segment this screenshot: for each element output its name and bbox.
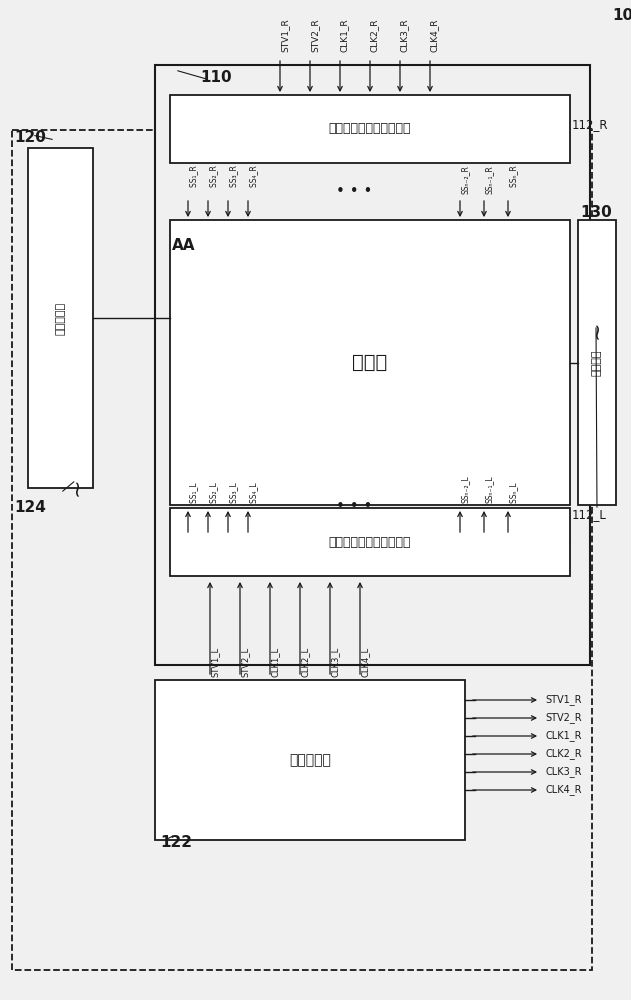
Text: 112_L: 112_L: [572, 508, 607, 521]
Text: STV2_R: STV2_R: [545, 713, 582, 723]
Text: SS₂​_R: SS₂​_R: [209, 165, 218, 187]
Text: STV1_L: STV1_L: [211, 647, 220, 677]
Text: 110: 110: [200, 70, 232, 85]
Text: SS₄​_R: SS₄​_R: [249, 165, 258, 187]
Text: CLK1_R: CLK1_R: [340, 18, 349, 52]
Text: 130: 130: [580, 205, 611, 220]
Text: ~: ~: [66, 478, 86, 496]
Text: CLK2_R: CLK2_R: [545, 749, 582, 759]
Text: SSₙ​_L: SSₙ​_L: [509, 482, 518, 503]
Text: 时序控制器: 时序控制器: [289, 753, 331, 767]
Text: SSₙ₋₂_L: SSₙ₋₂_L: [461, 475, 470, 503]
Text: ~: ~: [586, 321, 606, 339]
Text: 100: 100: [612, 8, 631, 23]
Bar: [12, 130, 592, 970]
Text: 122: 122: [160, 835, 192, 850]
Text: CLK3_L: CLK3_L: [331, 647, 340, 677]
Text: 124: 124: [14, 500, 46, 515]
Text: SS₁​_L: SS₁​_L: [189, 482, 198, 503]
Text: 120: 120: [14, 130, 46, 145]
Bar: [28, 148, 93, 488]
Text: CLK4_R: CLK4_R: [430, 18, 439, 51]
Text: CLK3_R: CLK3_R: [545, 767, 582, 777]
Text: STV2_L: STV2_L: [241, 647, 250, 677]
Text: 显示区: 显示区: [352, 353, 387, 372]
Text: CLK2_R: CLK2_R: [370, 18, 379, 51]
Bar: [155, 65, 590, 665]
Text: CLK2_L: CLK2_L: [301, 647, 310, 677]
Text: AA: AA: [172, 238, 196, 253]
Text: SSₙ₋₁_L: SSₙ₋₁_L: [485, 475, 494, 503]
Text: CLK4_R: CLK4_R: [545, 785, 582, 795]
Text: • • •: • • •: [336, 499, 372, 514]
Text: STV1_R: STV1_R: [280, 18, 289, 52]
Text: 源极驱动器: 源极驱动器: [56, 301, 66, 335]
Text: SS₁​_R: SS₁​_R: [189, 165, 198, 187]
Bar: [578, 220, 616, 505]
Text: SS₂​_L: SS₂​_L: [209, 482, 218, 503]
Text: CLK4_L: CLK4_L: [361, 647, 370, 677]
Bar: [155, 680, 465, 840]
Text: SS₃​_R: SS₃​_R: [229, 165, 238, 187]
Text: CLK1_R: CLK1_R: [545, 731, 582, 741]
Bar: [170, 220, 570, 505]
Text: • • •: • • •: [336, 184, 372, 199]
Text: 112_R: 112_R: [572, 118, 608, 131]
Text: STV2_R: STV2_R: [310, 18, 319, 52]
Text: 背光模块: 背光模块: [592, 349, 602, 376]
Text: STV1_R: STV1_R: [545, 695, 582, 705]
Text: 左側双向移位寄存控制器: 左側双向移位寄存控制器: [329, 536, 411, 548]
Bar: [170, 508, 570, 576]
Text: SSₙ₋₂_R: SSₙ₋₂_R: [461, 165, 470, 194]
Text: SSₙ₋₁_R: SSₙ₋₁_R: [485, 165, 494, 194]
Text: CLK3_R: CLK3_R: [400, 18, 409, 52]
Text: CLK1_L: CLK1_L: [271, 647, 280, 677]
Text: SS₄​_L: SS₄​_L: [249, 482, 258, 503]
Text: SS₃​_L: SS₃​_L: [229, 482, 238, 503]
Text: 右側双向移位寄存控制器: 右側双向移位寄存控制器: [329, 122, 411, 135]
Bar: [170, 95, 570, 163]
Text: SSₙ​_R: SSₙ​_R: [509, 165, 518, 187]
